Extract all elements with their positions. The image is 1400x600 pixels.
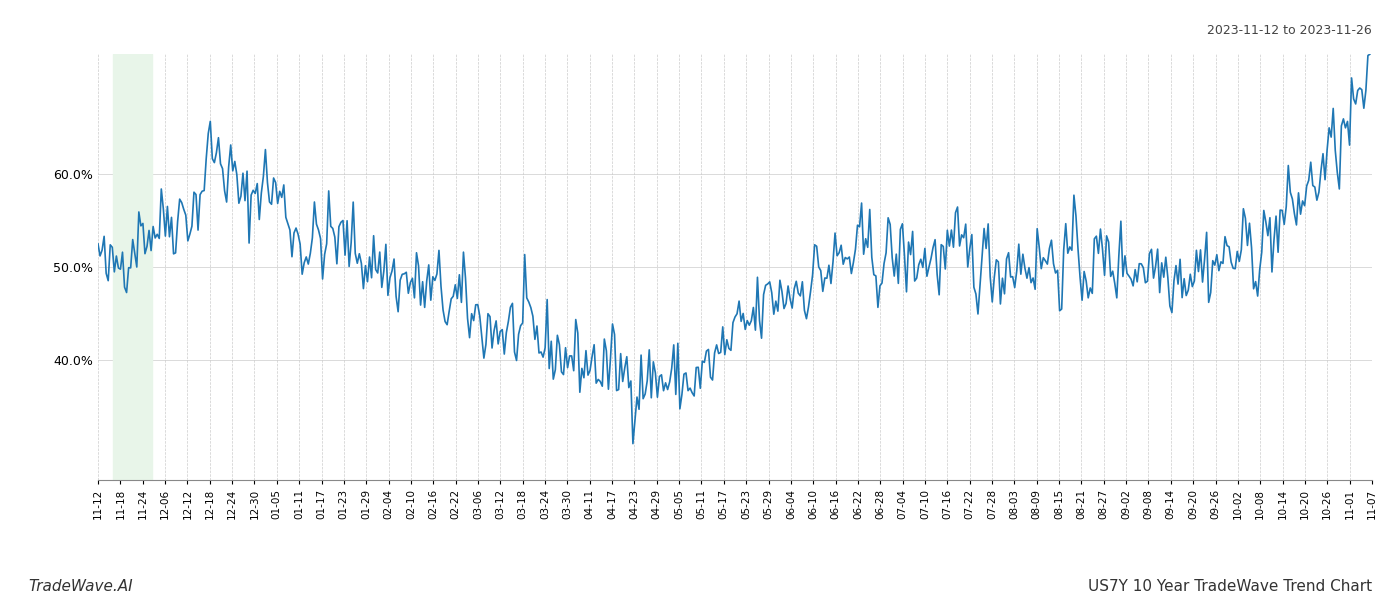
Text: 2023-11-12 to 2023-11-26: 2023-11-12 to 2023-11-26 (1207, 24, 1372, 37)
Bar (113, 54, 151, 480)
Text: TradeWave.AI: TradeWave.AI (28, 579, 133, 594)
Text: US7Y 10 Year TradeWave Trend Chart: US7Y 10 Year TradeWave Trend Chart (1088, 579, 1372, 594)
